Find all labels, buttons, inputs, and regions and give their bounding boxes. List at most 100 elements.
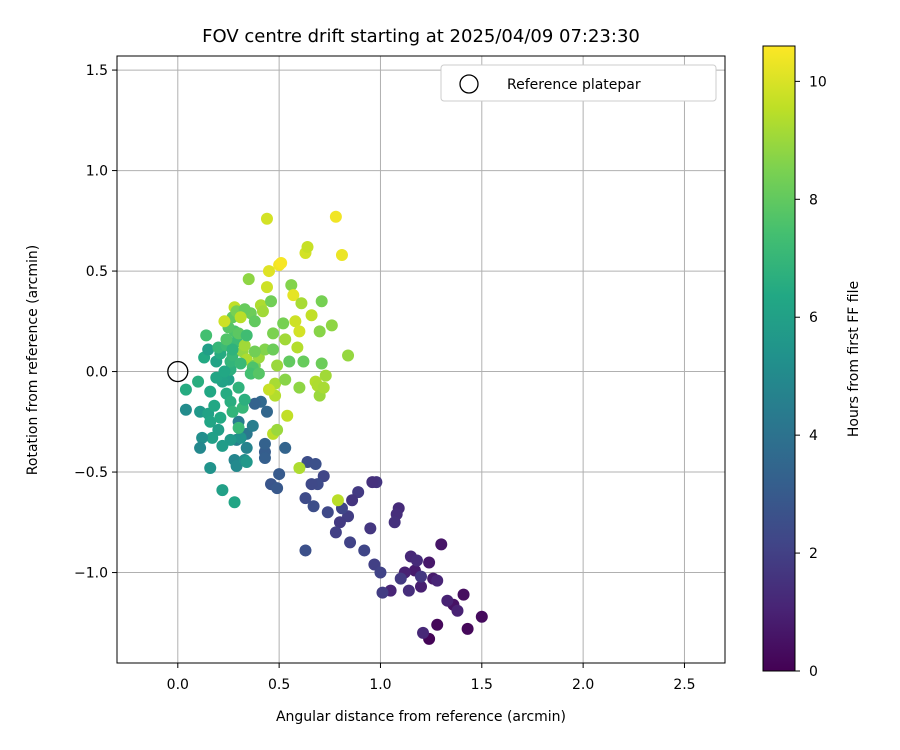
data-point: [226, 405, 239, 418]
data-point: [415, 580, 427, 593]
data-point: [315, 357, 328, 370]
colorbar: [762, 45, 796, 672]
data-point: [297, 355, 310, 368]
data-point: [267, 327, 280, 340]
data-point: [475, 610, 488, 623]
data-point: [234, 357, 247, 370]
data-point: [200, 329, 213, 342]
y-tick-label: −1.0: [74, 566, 108, 582]
data-point: [271, 423, 284, 436]
data-point: [275, 257, 288, 270]
data-point: [238, 339, 251, 352]
y-axis-ticks: −1.0 −0.5 0.0 0.5 1.0 1.5: [74, 63, 117, 582]
data-point: [299, 492, 312, 505]
data-point: [313, 325, 326, 338]
legend-box: [440, 64, 717, 102]
data-point: [226, 343, 239, 356]
colorbar-label: Hours from first FF file: [846, 281, 862, 437]
data-point: [204, 415, 217, 428]
data-point: [218, 365, 231, 378]
data-point: [179, 383, 192, 396]
data-point: [291, 341, 304, 354]
data-point: [248, 315, 261, 328]
data-point: [248, 397, 261, 410]
data-point: [388, 516, 401, 529]
data-point: [331, 494, 344, 507]
data-point: [329, 526, 342, 539]
data-point: [232, 421, 245, 434]
data-point: [293, 325, 306, 338]
data-point: [246, 419, 259, 432]
data-point: [260, 281, 273, 294]
data-point: [461, 622, 474, 635]
data-point: [417, 626, 430, 639]
data-point: [305, 478, 318, 491]
data-point: [248, 345, 261, 358]
grid: [117, 56, 725, 663]
x-axis-ticks: 0.0 0.5 1.0 1.5 2.0 2.5: [167, 663, 696, 693]
data-point: [309, 458, 322, 471]
legend-marker-reference: [459, 74, 479, 94]
data-point: [279, 333, 292, 346]
data-point: [283, 355, 296, 368]
data-point: [279, 441, 292, 454]
y-axis-label: Rotation from reference (arcmin): [25, 245, 41, 475]
data-point: [204, 385, 217, 398]
x-tick-label: 1.0: [369, 677, 391, 693]
data-point: [192, 375, 205, 388]
data-point: [333, 516, 346, 529]
data-point: [281, 409, 294, 422]
data-point: [295, 297, 308, 310]
data-point: [252, 367, 265, 380]
data-point: [394, 572, 407, 585]
data-point: [305, 309, 318, 322]
data-point: [277, 317, 290, 330]
data-point: [216, 439, 229, 452]
x-tick-label: 1.5: [471, 677, 493, 693]
x-tick-label: 0.5: [268, 677, 290, 693]
data-point: [364, 522, 377, 535]
colorbar-tick-label: 0: [809, 664, 818, 680]
data-point: [366, 476, 379, 489]
data-point: [301, 240, 314, 253]
legend-label-reference: Reference platepar: [507, 77, 641, 93]
x-tick-label: 2.0: [572, 677, 594, 693]
data-point: [402, 584, 415, 597]
colorbar-ticks: 0 2 4 6 8 10: [795, 74, 827, 680]
data-point: [258, 451, 271, 464]
data-point: [415, 570, 427, 583]
data-point: [220, 333, 233, 346]
data-point: [346, 494, 359, 507]
colorbar-tick-label: 6: [809, 310, 818, 326]
data-point: [224, 395, 237, 408]
y-tick-label: 1.5: [86, 63, 108, 79]
data-point: [260, 405, 273, 418]
data-point: [271, 359, 284, 372]
colorbar-tick-label: 8: [809, 192, 818, 208]
legend: Reference platepar: [440, 64, 717, 102]
data-point: [204, 462, 217, 475]
data-point: [240, 329, 253, 342]
data-point: [232, 381, 245, 394]
data-point: [287, 289, 300, 302]
data-point: [293, 381, 306, 394]
data-point: [234, 431, 247, 444]
data-point: [342, 349, 355, 362]
data-point: [242, 273, 255, 286]
data-points: [167, 210, 488, 645]
data-point: [299, 544, 312, 557]
plot-frame: [116, 55, 726, 664]
data-point: [256, 305, 269, 318]
data-point: [202, 343, 215, 356]
chart-title: FOV centre drift starting at 2025/04/09 …: [202, 26, 640, 47]
data-point: [263, 383, 275, 396]
data-point: [238, 393, 251, 406]
data-point: [214, 411, 227, 424]
reference-platepar-marker: [167, 360, 189, 383]
data-point: [218, 315, 231, 328]
data-point: [196, 431, 209, 444]
data-point: [263, 265, 275, 278]
data-point: [329, 210, 342, 223]
x-axis-label: Angular distance from reference (arcmin): [276, 709, 566, 725]
